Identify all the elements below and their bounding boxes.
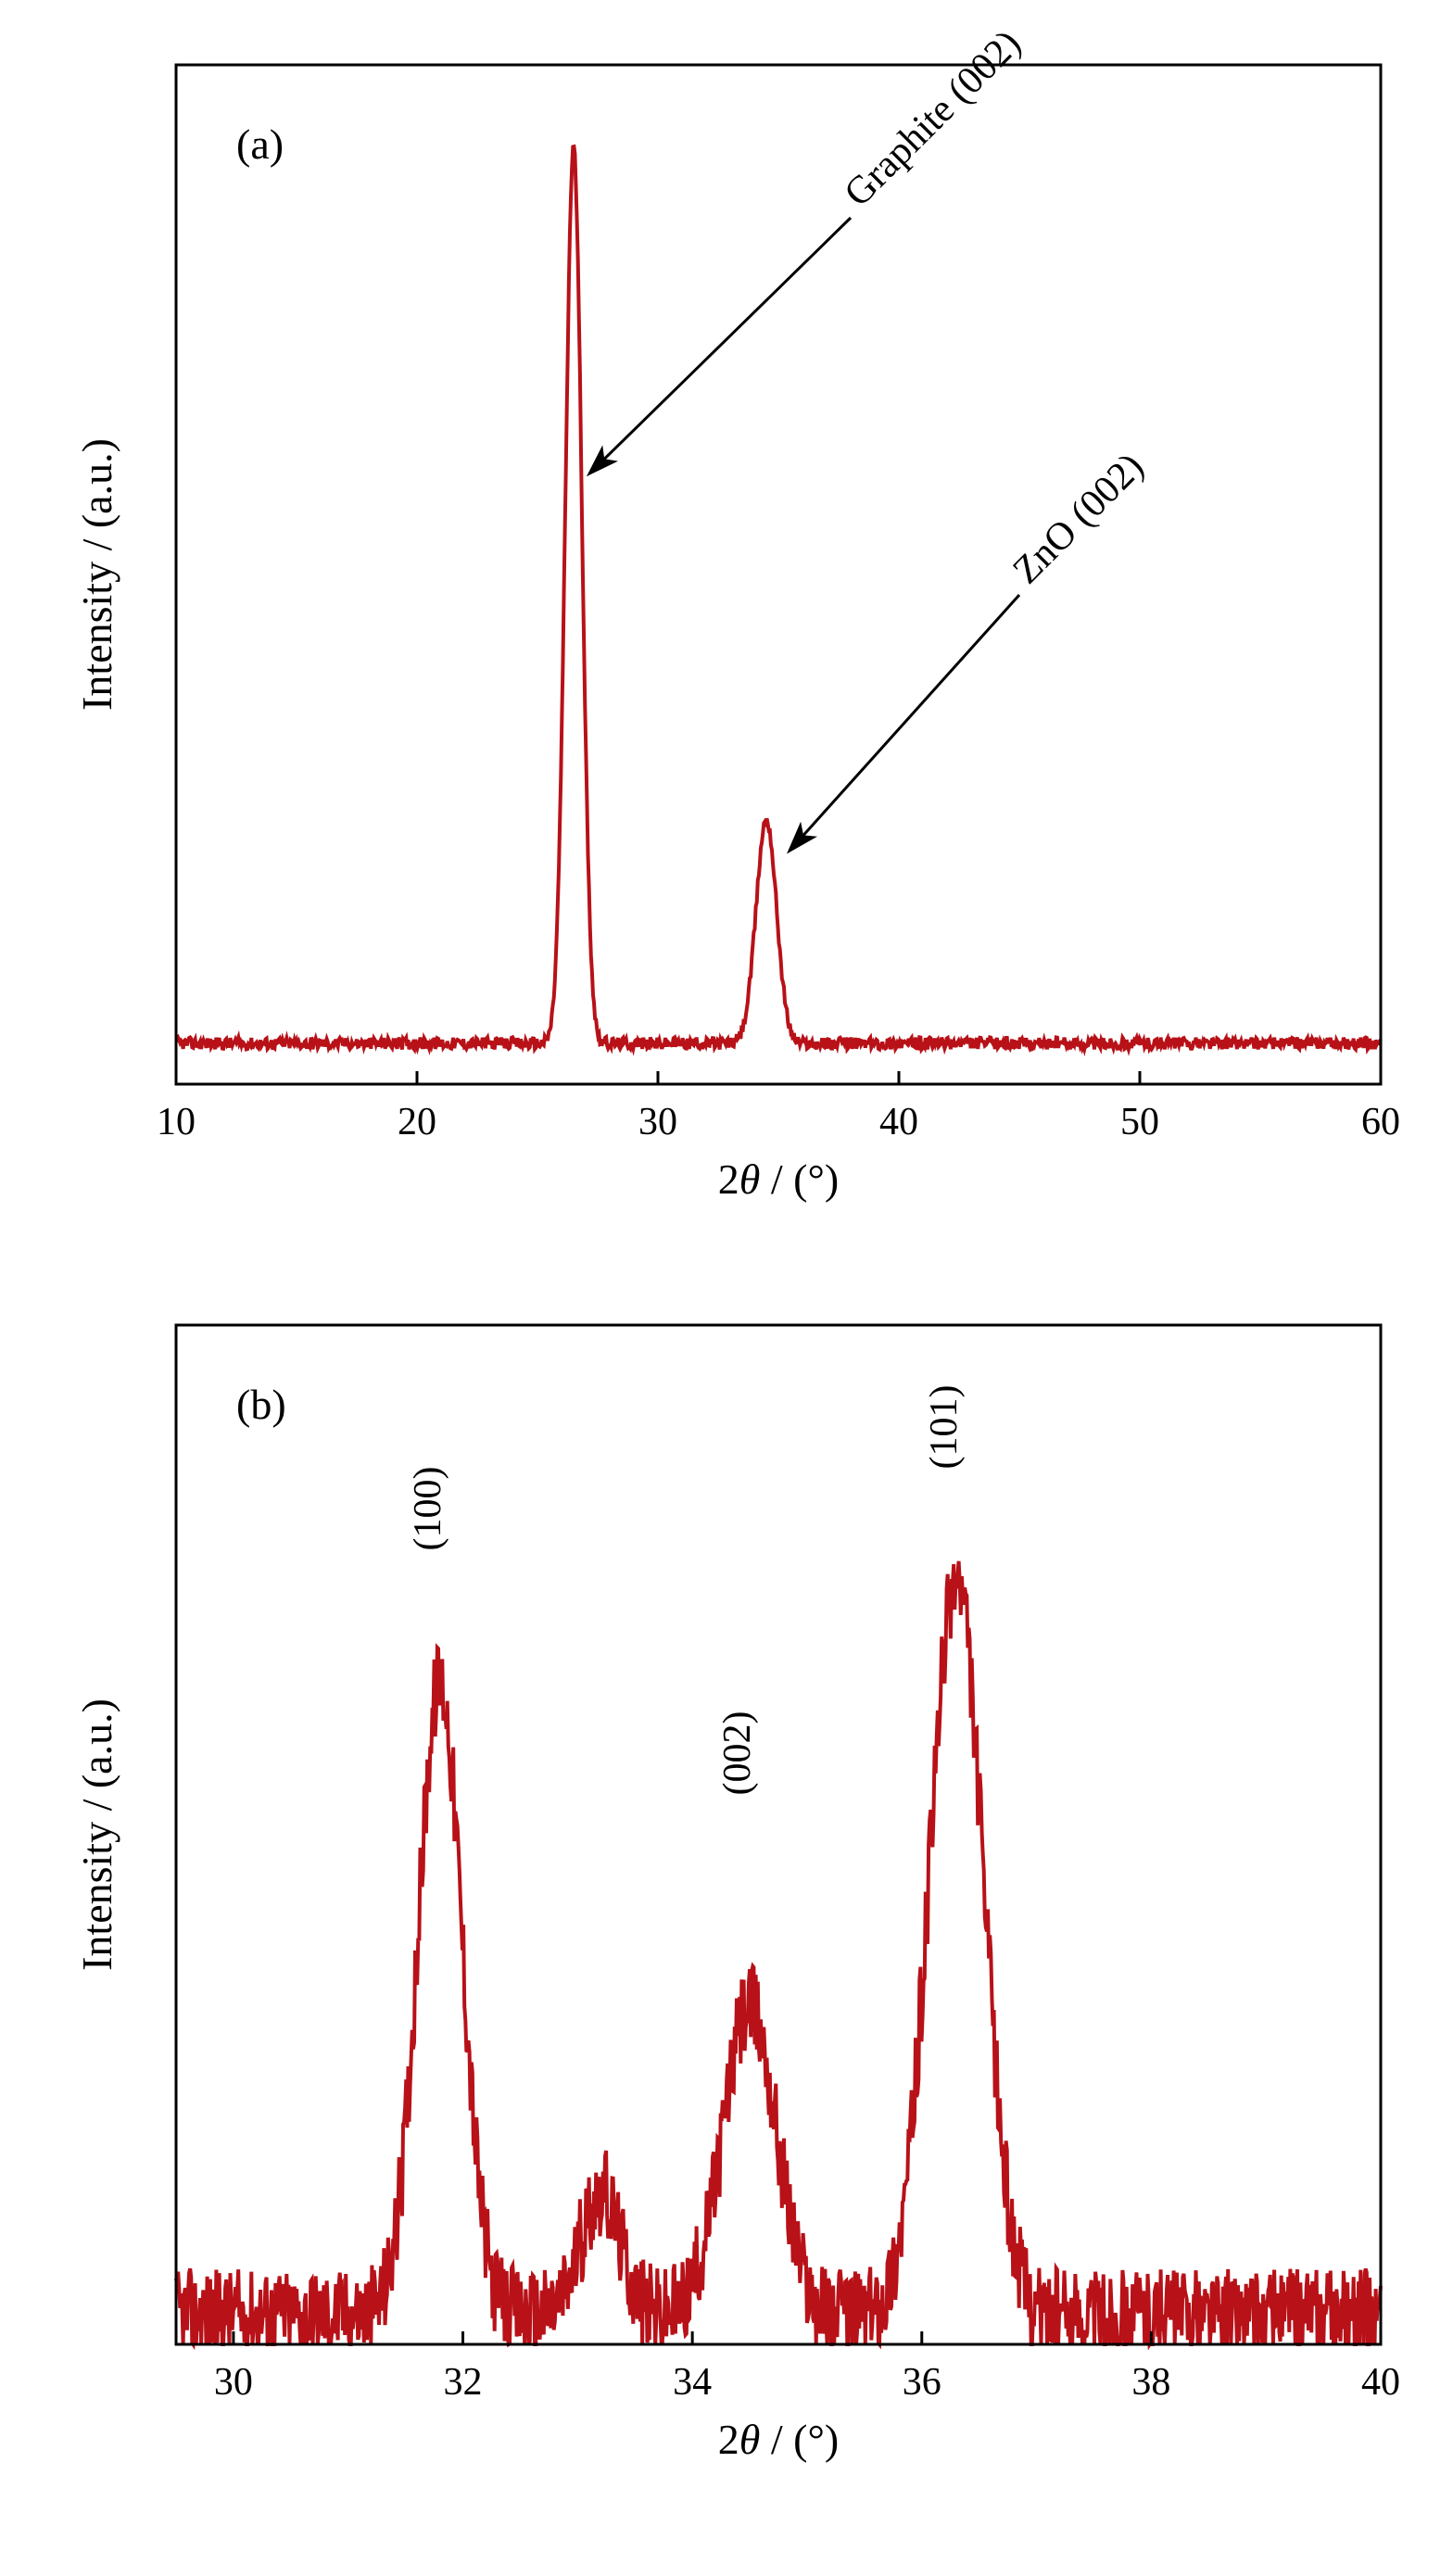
svg-text:40: 40 <box>1361 2361 1400 2404</box>
svg-text:2θ / (°): 2θ / (°) <box>718 1155 839 1203</box>
svg-text:(b): (b) <box>236 1381 286 1428</box>
svg-text:(101): (101) <box>923 1385 966 1470</box>
figure-container: 10 20 30 40 50 60 2θ / (°) Intensity / (a.u.) (a… <box>28 28 1425 2474</box>
panel-b: 30 32 34 36 38 40 2θ / (°) Intensity / (a.u.) (b… <box>28 1288 1425 2474</box>
panel-a: 10 20 30 40 50 60 2θ / (°) Intensity / (a.u.) (a… <box>28 28 1425 1214</box>
svg-text:40: 40 <box>879 1101 918 1143</box>
svg-text:32: 32 <box>444 2361 483 2404</box>
svg-text:30: 30 <box>638 1101 677 1143</box>
xrd-chart-b: 30 32 34 36 38 40 2θ / (°) Intensity / (a.u.) (b… <box>28 1288 1418 2474</box>
svg-text:36: 36 <box>903 2361 941 2404</box>
svg-text:20: 20 <box>398 1101 436 1143</box>
svg-text:38: 38 <box>1131 2361 1170 2404</box>
svg-text:50: 50 <box>1120 1101 1159 1143</box>
svg-text:34: 34 <box>673 2361 712 2404</box>
svg-text:(002): (002) <box>716 1711 759 1796</box>
svg-text:10: 10 <box>157 1101 196 1143</box>
svg-text:Intensity / (a.u.): Intensity / (a.u.) <box>73 1698 120 1971</box>
svg-text:2θ / (°): 2θ / (°) <box>718 2416 839 2463</box>
svg-text:(100): (100) <box>407 1467 449 1551</box>
svg-text:30: 30 <box>214 2361 253 2404</box>
svg-text:(a): (a) <box>236 120 284 168</box>
xrd-chart-a: 10 20 30 40 50 60 2θ / (°) Intensity / (a.u.) (a… <box>28 28 1418 1214</box>
svg-text:60: 60 <box>1361 1101 1400 1143</box>
svg-text:Intensity / (a.u.): Intensity / (a.u.) <box>73 438 120 711</box>
